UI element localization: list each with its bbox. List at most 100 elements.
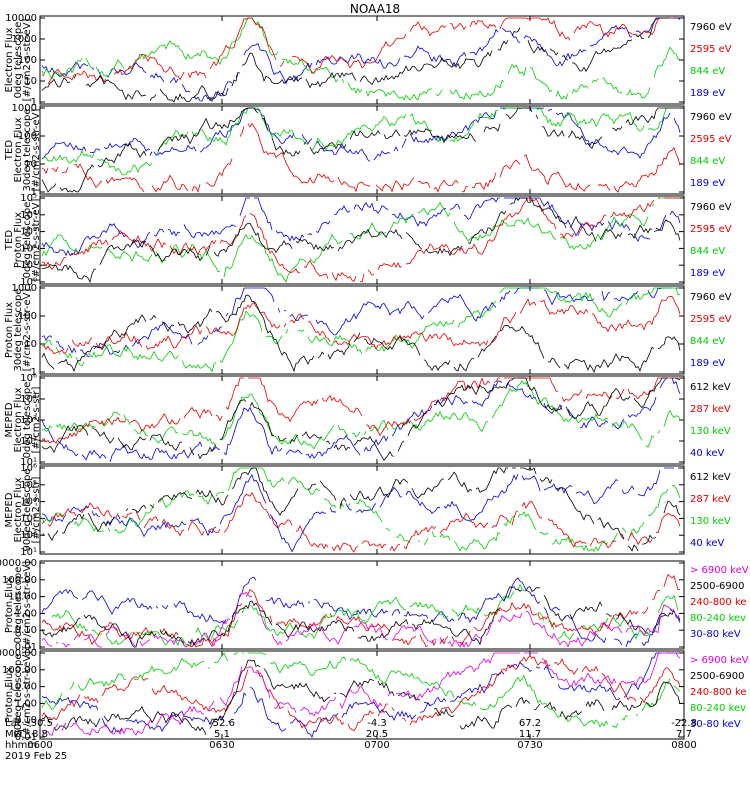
- series-trace: [41, 591, 681, 649]
- y-tick-label: 10⁴: [20, 210, 37, 221]
- y-tick-label: 10³: [20, 513, 37, 524]
- x-row-label-time: hhmm: [5, 740, 37, 751]
- y-axis-label-line: Electron Flux: [13, 477, 24, 542]
- y-tick-label: 10.00: [8, 682, 37, 693]
- y-axis-label-line: 0deg telescope: [13, 567, 24, 644]
- y-axis-label-line: 0deg telescope: [22, 202, 33, 279]
- y-axis-label-line: Proton Flux: [4, 667, 15, 723]
- panel-frame: [39, 650, 685, 740]
- legend-entry: 130 keV: [690, 516, 731, 527]
- y-tick-label: 10²: [20, 436, 37, 447]
- legend-entry: 189 eV: [690, 88, 725, 99]
- y-axis-label-line: [#/cm2-s-str-eV]: [31, 199, 42, 282]
- y-tick-label: 10¹: [20, 547, 37, 558]
- series-trace: [41, 197, 680, 283]
- x-axis-labels: Lat MLT hhmm 2019 Feb 25 -30.5 8.8 0600 …: [5, 718, 697, 762]
- series-trace: [41, 491, 681, 553]
- y-axis-label: Proton Flux0deg telescope[#/cm2-s-str-ke…: [4, 561, 33, 649]
- y-tick-label: 10²: [20, 243, 37, 254]
- series-trace: [41, 377, 681, 462]
- y-axis-label-line: [#/cm2-s-str-eV]: [22, 289, 33, 372]
- y-axis-label-line: Proton Flux: [13, 212, 24, 268]
- series-trace: [41, 287, 680, 358]
- y-axis-label-line: 30deg telescope: [22, 108, 33, 191]
- y-tick-label: 1000: [12, 283, 37, 294]
- x-row-label-mlt: MLT: [5, 729, 25, 740]
- series-trace: [41, 576, 681, 648]
- y-tick-label: 1.00: [15, 608, 37, 619]
- y-tick-label: 0.01: [15, 732, 37, 743]
- legend-entry: 2595 eV: [690, 134, 732, 145]
- y-axis-label: Proton Flux90deg telescope[#/cm2-s-str-k…: [4, 651, 33, 739]
- series-trace: [41, 659, 681, 736]
- plot-title: NOAA18: [350, 2, 400, 16]
- series-trace: [43, 583, 679, 647]
- legend-entry: 844 eV: [690, 66, 725, 77]
- y-axis-label-line: [#/cm2-s-str]: [31, 476, 42, 543]
- series-trace: [41, 655, 681, 732]
- y-axis-label: Proton Flux30deg telescope[#/cm2-s-str-e…: [4, 288, 33, 371]
- x-tick-time: 0600: [27, 740, 52, 751]
- legend-entry: 30-80 keV: [690, 629, 741, 640]
- y-tick-label: 10000: [5, 13, 37, 24]
- y-tick-label: 10³: [20, 227, 37, 238]
- series-trace: [41, 573, 681, 648]
- y-axis-label-line: [#/cm2-s-str-keV]: [22, 651, 33, 739]
- series-trace: [41, 586, 681, 648]
- y-axis-label-line: [#/cm2-s-str]: [31, 386, 42, 453]
- y-axis-label-line: Proton Flux: [4, 302, 15, 358]
- y-axis-label: MEPEDElectron Flux0deg telescope[#/cm2-s…: [4, 382, 42, 459]
- y-axis-label: TEDElectron Flux30deg telescope[#/cm2-s-…: [4, 108, 42, 191]
- series-trace: [41, 197, 681, 284]
- x-tick-time: 0800: [671, 740, 696, 751]
- legend-entry: 240-800 ke: [690, 597, 747, 608]
- x-tick-lat: -52.6: [209, 718, 235, 729]
- legend-entry: 7960 eV: [690, 22, 732, 33]
- y-tick-label: 10: [24, 339, 37, 350]
- legend-entry: 844 eV: [690, 156, 725, 167]
- legend-entry: 2595 eV: [690, 224, 732, 235]
- y-axis-label-line: 0deg telescope: [13, 22, 24, 99]
- legend-entry: 844 eV: [690, 336, 725, 347]
- y-axis-label-line: MEPED: [4, 402, 15, 437]
- y-axis-label-line: TED: [4, 230, 15, 251]
- y-tick-label: 1: [31, 187, 37, 198]
- y-tick-label: 10¹: [20, 260, 37, 271]
- series-trace: [41, 377, 681, 463]
- y-axis-label-line: Electron Flux: [4, 27, 15, 92]
- series-trace: [41, 652, 680, 738]
- x-date-label: 2019 Feb 25: [5, 751, 67, 762]
- x-tick-mlt: 20.5: [366, 729, 388, 740]
- legend-entry: 2500-6900: [690, 581, 745, 592]
- legend-entry: 40 keV: [690, 448, 724, 459]
- panel-frame: [39, 560, 685, 650]
- legend-entry: 80-240 kev: [690, 703, 746, 714]
- y-tick-label: 10: [24, 159, 37, 170]
- series-trace: [41, 467, 681, 553]
- x-tick-mlt: 7.7: [676, 729, 692, 740]
- y-axis-label-line: [#/cm2-s-str-keV]: [22, 561, 33, 649]
- y-tick-label: 10⁴: [20, 497, 37, 508]
- y-tick-label: 10⁴: [20, 394, 37, 405]
- y-tick-label: 100.00: [2, 665, 37, 676]
- legend-entry: 80-240 kev: [690, 613, 746, 624]
- legend-entry: 2595 eV: [690, 314, 732, 325]
- y-axis-label-line: 90deg telescope: [13, 653, 24, 736]
- y-axis-label-line: [#/cm2-s-str-eV]: [22, 19, 33, 102]
- panel-frame: [39, 465, 685, 555]
- legend-entry: 189 eV: [690, 358, 725, 369]
- series-trace: [41, 197, 681, 257]
- x-tick-mlt: 5.1: [214, 729, 230, 740]
- y-tick-label: 10²: [20, 530, 37, 541]
- series-trace: [41, 380, 681, 450]
- series-trace: [41, 467, 681, 552]
- legend-entry: 844 eV: [690, 246, 725, 257]
- y-axis-label: TEDProton Flux0deg telescope[#/cm2-s-str…: [4, 199, 42, 282]
